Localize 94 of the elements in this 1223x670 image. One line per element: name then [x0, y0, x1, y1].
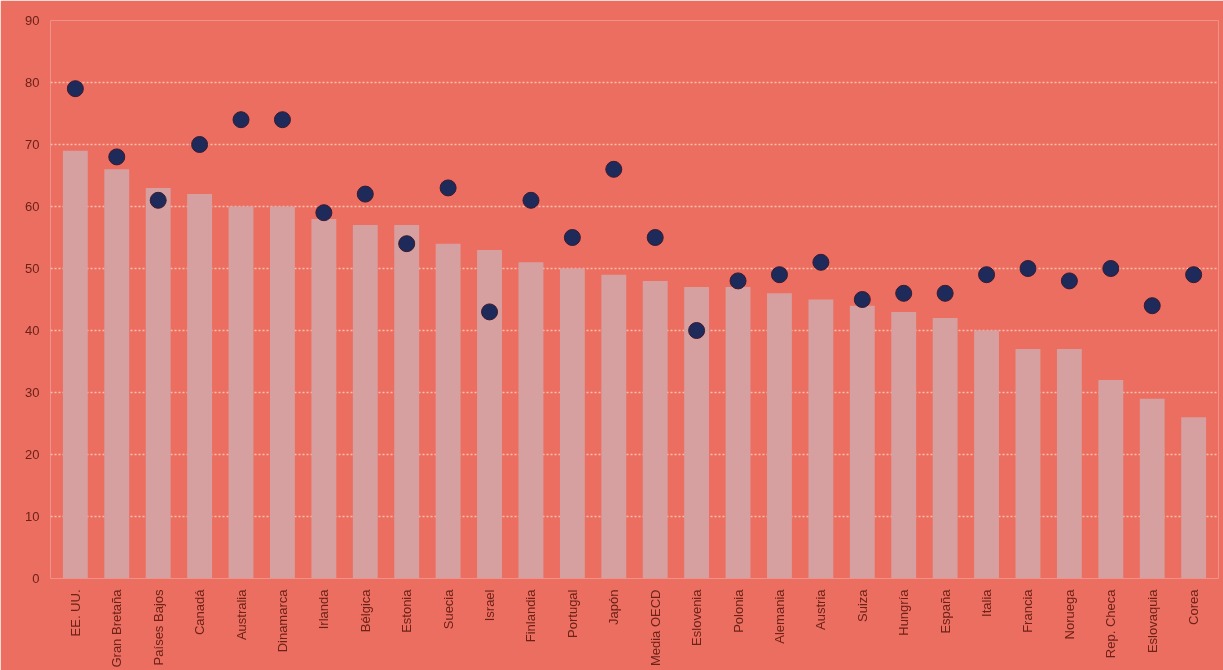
- y-tick-label: 90: [25, 13, 40, 28]
- bar: [145, 187, 171, 579]
- x-tick-label: Eslovaquia: [1144, 588, 1160, 654]
- bar: [849, 305, 875, 579]
- bar: [808, 299, 834, 579]
- x-tick-label: Dinamarca: [274, 588, 290, 653]
- bar: [559, 268, 585, 579]
- point: [605, 160, 623, 178]
- point: [1102, 260, 1120, 277]
- x-tick-label: Israel: [482, 589, 498, 622]
- bar: [1056, 349, 1082, 579]
- x-tick-label: Suiza: [854, 588, 870, 623]
- point: [1143, 297, 1161, 315]
- y-tick-label: 20: [25, 447, 40, 462]
- point: [356, 185, 374, 203]
- point: [688, 322, 706, 339]
- point: [1060, 272, 1078, 290]
- x-tick-label: Gran Bretaña: [109, 588, 125, 668]
- point: [936, 284, 954, 302]
- point: [481, 303, 499, 321]
- point: [1019, 260, 1037, 277]
- y-tick-label: 50: [25, 261, 40, 276]
- x-tick-label: Alemania: [771, 588, 787, 644]
- point: [439, 179, 457, 197]
- point: [729, 272, 747, 290]
- y-tick-label: 40: [25, 323, 40, 338]
- x-tick-label: Irlanda: [316, 588, 332, 630]
- bar: [394, 225, 420, 579]
- point: [232, 111, 250, 129]
- bar: [311, 218, 337, 579]
- bar: [642, 280, 668, 579]
- point: [812, 253, 830, 271]
- x-tick-label: Francia: [1020, 588, 1036, 633]
- bar: [435, 243, 461, 579]
- point: [978, 266, 996, 284]
- point: [895, 284, 913, 302]
- x-tick-label: Bélgica: [357, 588, 373, 633]
- bar: [228, 206, 254, 579]
- point: [191, 136, 209, 153]
- point: [522, 191, 540, 209]
- point: [66, 80, 84, 98]
- x-tick-label: Hungría: [896, 588, 912, 636]
- x-tick-label: EE. UU.: [67, 589, 83, 637]
- x-tick-label: Italia: [979, 588, 995, 617]
- bar: [477, 249, 502, 579]
- y-tick-label: 80: [25, 75, 40, 90]
- point: [1185, 266, 1203, 284]
- bar: [725, 287, 751, 579]
- x-tick-label: Rep. Checa: [1103, 588, 1119, 659]
- x-tick-label: Polonia: [730, 588, 746, 633]
- bar: [187, 194, 213, 579]
- point: [770, 266, 788, 284]
- x-tick-label: España: [937, 588, 953, 634]
- bar: [518, 262, 544, 579]
- y-tick-label: 30: [25, 385, 40, 400]
- bar: [1015, 349, 1041, 579]
- x-tick-label: Países Bajos: [150, 589, 166, 666]
- bar: [891, 311, 917, 579]
- bar: [352, 225, 378, 579]
- bar: [601, 274, 627, 579]
- point: [563, 229, 581, 246]
- bar: [62, 150, 88, 579]
- bar: [1181, 417, 1207, 579]
- y-tick-label: 70: [25, 137, 40, 152]
- point: [646, 229, 664, 246]
- point: [273, 111, 291, 129]
- bar: [932, 318, 958, 579]
- bar: [104, 169, 130, 579]
- bar: [684, 287, 710, 579]
- bar: [270, 206, 295, 579]
- y-tick-label: 0: [32, 571, 40, 586]
- x-tick-label: Finlandia: [523, 588, 539, 643]
- bar: [974, 330, 999, 579]
- y-tick-label: 60: [25, 199, 40, 214]
- x-tick-label: Canadá: [192, 588, 208, 636]
- x-tick-label: Japón: [606, 589, 622, 625]
- x-tick-label: Suecia: [440, 588, 456, 630]
- bar: [1139, 398, 1165, 579]
- bar: [767, 293, 792, 579]
- point: [398, 235, 416, 253]
- y-tick-label: 10: [25, 509, 40, 524]
- x-tick-label: Eslovenia: [689, 588, 705, 646]
- x-tick-label: Estonia: [399, 588, 415, 633]
- x-tick-label: Noruega: [1061, 588, 1077, 640]
- point: [315, 204, 333, 222]
- x-tick-label: Australia: [233, 588, 249, 641]
- x-tick-label: Portugal: [564, 589, 580, 638]
- point: [853, 291, 871, 308]
- point: [108, 148, 126, 166]
- x-tick-label: Corea: [1186, 588, 1202, 625]
- point: [149, 191, 167, 209]
- x-tick-label: Austria: [813, 588, 829, 630]
- bar: [1098, 380, 1124, 579]
- x-tick-label: Media OECD: [647, 589, 663, 667]
